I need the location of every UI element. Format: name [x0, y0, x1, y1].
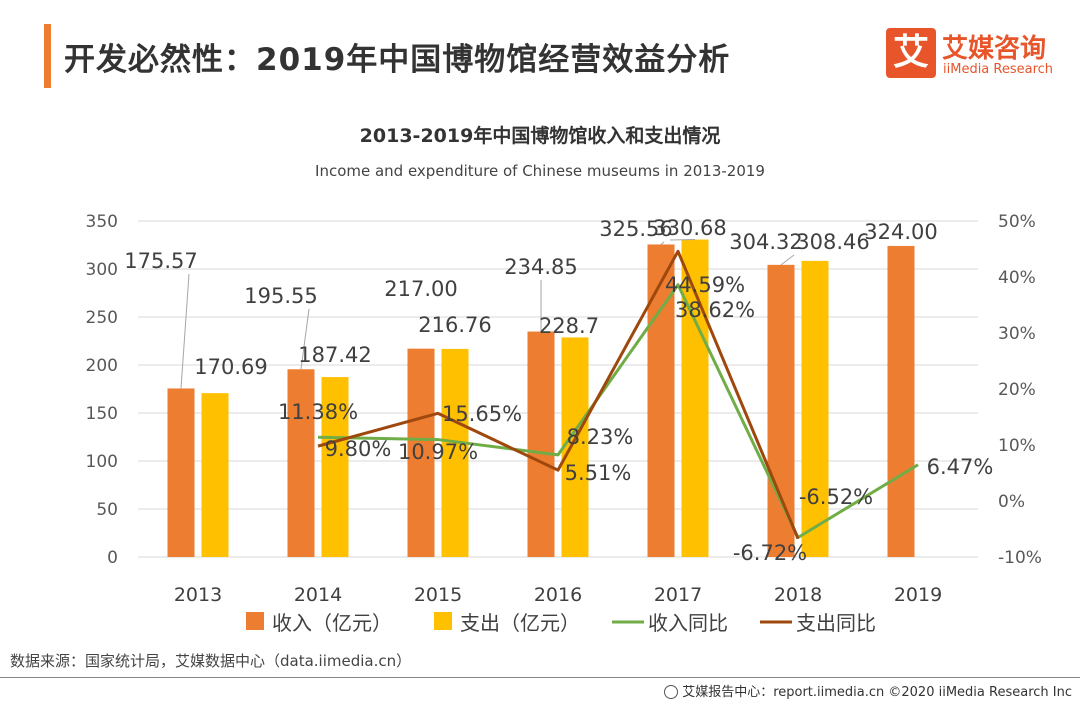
income-bar	[287, 369, 315, 557]
legend-label: 支出（亿元）	[460, 611, 580, 635]
logo-mark-icon: 艾	[886, 28, 936, 78]
expenditure-value-label: 216.76	[418, 313, 491, 337]
header: 开发必然性：2019年中国博物馆经营效益分析 艾 艾媒咨询 iiMedia Re…	[0, 0, 1080, 100]
brand-logo: 艾 艾媒咨询 iiMedia Research	[886, 28, 1066, 84]
expenditure-growth-line	[317, 249, 800, 540]
income-growth-label: -6.52%	[799, 485, 873, 509]
x-tick-label: 2019	[894, 584, 942, 606]
x-tick-label: 2016	[534, 584, 582, 606]
y-right-tick-label: -10%	[998, 548, 1042, 568]
legend-label: 收入（亿元）	[272, 611, 392, 635]
income-bar	[527, 331, 555, 557]
footer-divider	[0, 677, 1080, 678]
y-right-tick-label: 50%	[998, 212, 1036, 232]
x-tick-label: 2015	[414, 584, 462, 606]
y-right-tick-label: 40%	[998, 268, 1036, 288]
income-value-label: 234.85	[504, 255, 577, 279]
y-right-tick-label: 30%	[998, 324, 1036, 344]
logo-text-cn: 艾媒咨询	[942, 34, 1047, 64]
expenditure-growth-label: -6.72%	[733, 541, 807, 565]
expenditure-bar	[801, 260, 829, 557]
y-left-tick-label: 50	[96, 500, 118, 520]
y-right-tick-label: 10%	[998, 436, 1036, 456]
expenditure-value-label: 330.68	[653, 216, 726, 240]
income-value-label: 195.55	[244, 284, 317, 308]
title-accent-bar	[44, 24, 51, 88]
legend-label: 收入同比	[648, 611, 728, 635]
y-left-tick-label: 350	[86, 212, 118, 232]
income-value-label: 324.00	[864, 220, 937, 244]
y-left-tick-label: 250	[86, 308, 118, 328]
x-tick-label: 2013	[174, 584, 222, 606]
chart-subtitle: Income and expenditure of Chinese museum…	[315, 162, 765, 180]
y-left-tick-label: 100	[86, 452, 118, 472]
page-title: 开发必然性：2019年中国博物馆经营效益分析	[64, 42, 731, 78]
income-bar	[767, 264, 795, 557]
y-right-tick-label: 0%	[998, 492, 1025, 512]
expenditure-growth-label: 44.59%	[665, 273, 745, 297]
y-left-tick-label: 150	[86, 404, 118, 424]
expenditure-growth-label: 5.51%	[565, 461, 632, 485]
x-tick-label: 2017	[654, 584, 702, 606]
label-leader-line	[780, 254, 795, 266]
expenditure-bar	[441, 348, 469, 557]
income-bar	[167, 388, 195, 557]
expenditure-bar	[321, 377, 349, 557]
y-left-tick-label: 0	[107, 548, 118, 568]
x-tick-label: 2018	[774, 584, 822, 606]
footer: 艾媒报告中心：report.iimedia.cn ©2020 iiMedia R…	[664, 681, 1072, 700]
globe-icon	[664, 685, 679, 699]
income-growth-label: 11.38%	[278, 400, 358, 424]
legend-swatch	[434, 612, 452, 630]
income-value-label: 217.00	[384, 277, 457, 301]
income-value-label: 175.57	[124, 249, 197, 273]
label-leader-line	[300, 308, 310, 370]
income-bar	[887, 245, 915, 557]
chart-title: 2013-2019年中国博物馆收入和支出情况	[360, 124, 721, 147]
y-left-tick-label: 200	[86, 356, 118, 376]
label-leader-line	[660, 241, 665, 245]
expenditure-bar	[201, 393, 229, 557]
income-value-label: 304.32	[729, 230, 802, 254]
expenditure-value-label: 228.7	[539, 314, 599, 338]
income-growth-label: 6.47%	[927, 455, 994, 479]
logo-text-en: iiMedia Research	[943, 62, 1054, 77]
income-value-label: 325.56	[599, 217, 672, 241]
legend-label: 支出同比	[796, 611, 876, 635]
expenditure-value-label: 170.69	[194, 355, 267, 379]
income-growth-label: 10.97%	[398, 440, 478, 464]
chart: 2013-2019年中国博物馆收入和支出情况 Income and expendi…	[86, 124, 1042, 635]
expenditure-bar	[561, 337, 589, 557]
income-growth-label: 38.62%	[675, 298, 755, 322]
y-right-tick-label: 20%	[998, 380, 1036, 400]
label-leader-line	[180, 273, 190, 389]
expenditure-growth-label: 15.65%	[442, 402, 522, 426]
footer-text: 艾媒报告中心：report.iimedia.cn ©2020 iiMedia R…	[682, 685, 1072, 700]
x-tick-label: 2014	[294, 584, 342, 606]
income-bar	[407, 348, 435, 557]
source-note: 数据来源：国家统计局，艾媒数据中心（data.iimedia.cn）	[10, 652, 412, 670]
expenditure-value-label: 187.42	[298, 343, 371, 367]
income-growth-line	[317, 283, 919, 540]
expenditure-growth-label: 9.80%	[325, 437, 392, 461]
income-growth-label: 8.23%	[567, 425, 634, 449]
legend-swatch	[246, 612, 264, 630]
expenditure-value-label: 308.46	[796, 230, 869, 254]
y-left-tick-label: 300	[86, 260, 118, 280]
